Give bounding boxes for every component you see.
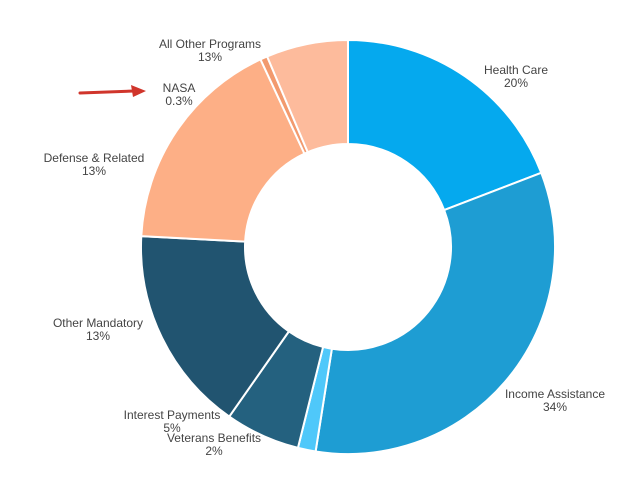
slice-other-mandatory[interactable] xyxy=(140,235,291,418)
slice-label-health-care: Health Care 20% xyxy=(484,63,548,90)
slice-label-income-assistance: Income Assistance 34% xyxy=(505,387,605,414)
slice-label-percent: 13% xyxy=(198,50,222,64)
slice-label-name: Interest Payments xyxy=(124,408,221,422)
slice-label-defense-and-related: Defense & Related 13% xyxy=(44,151,145,178)
slice-all-other-programs[interactable] xyxy=(265,38,349,154)
slice-label-name: Defense & Related xyxy=(44,151,145,165)
labels-group: Health Care 20% Income Assistance 34% Vetera… xyxy=(44,37,606,458)
slice-label-name: Other Mandatory xyxy=(53,316,143,330)
slice-label-name: Health Care xyxy=(484,63,548,77)
slice-label-percent: 2% xyxy=(205,444,223,458)
slice-label-name: NASA xyxy=(163,81,196,95)
slice-label-interest-payments: Interest Payments 5% xyxy=(124,408,221,435)
slice-label-percent: 34% xyxy=(543,400,567,414)
slice-health-care[interactable] xyxy=(347,38,543,212)
slice-label-name: All Other Programs xyxy=(159,37,261,51)
slice-label-percent: 5% xyxy=(163,421,181,435)
arrow-head-icon xyxy=(131,85,146,97)
slice-label-nasa: NASA 0.3% xyxy=(163,81,196,108)
slice-label-veterans-benefits: Veterans Benefits 2% xyxy=(167,431,261,458)
slice-label-percent: 13% xyxy=(82,164,106,178)
slice-label-name: Veterans Benefits xyxy=(167,431,261,445)
slice-label-all-other-programs: All Other Programs 13% xyxy=(159,37,261,64)
arrow-shaft xyxy=(78,89,136,95)
slice-label-name: Income Assistance xyxy=(505,387,605,401)
slice-label-other-mandatory: Other Mandatory 13% xyxy=(53,316,143,343)
slice-label-percent: 13% xyxy=(86,329,110,343)
slice-defense-and-related[interactable] xyxy=(140,58,306,243)
slice-label-percent: 0.3% xyxy=(165,94,193,108)
annotation-group xyxy=(78,85,146,97)
slices-group xyxy=(140,38,556,455)
slice-label-percent: 20% xyxy=(504,76,528,90)
slice-income-assistance[interactable] xyxy=(314,171,556,455)
